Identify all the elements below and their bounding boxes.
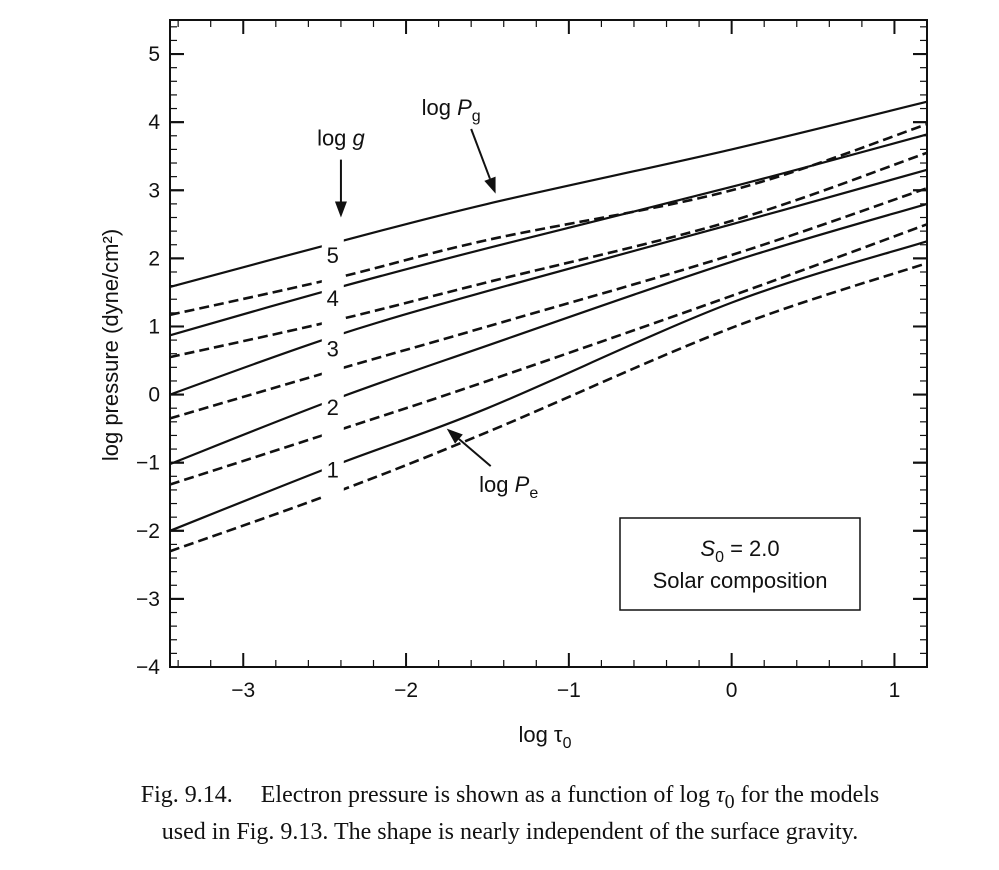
y-tick-label: 1 — [148, 315, 160, 338]
x-tick-label: 0 — [726, 679, 738, 702]
y-tick-label: −1 — [136, 452, 160, 475]
y-tick-label: 4 — [148, 111, 160, 134]
x-tick-label: 1 — [889, 679, 901, 702]
series-line-logg-2-pg — [169, 202, 928, 466]
axis-ticks — [170, 20, 928, 668]
y-tick-label: 2 — [148, 247, 160, 270]
x-tick-label: −1 — [557, 679, 581, 702]
log-pe-label: log Pe — [479, 472, 538, 502]
chart: −3 −2 −1 0 1 −4 −3 −2 −1 0 1 2 3 4 5 5 4 3 2 1 log g log … — [98, 19, 928, 752]
y-tick-label: 0 — [148, 384, 160, 407]
caption-line-2: used in Fig. 9.13. The shape is nearly i… — [161, 818, 859, 845]
curve-label-2: 2 — [327, 395, 339, 420]
caption-text-a: Electron pressure is shown as a function… — [260, 782, 716, 808]
plot-frame — [169, 19, 928, 668]
log-pe-arrow-shaft — [458, 438, 492, 467]
series-line-logg-2-pe — [169, 223, 928, 486]
log-g-arrow-head — [334, 201, 347, 218]
label-gap-band — [321, 227, 344, 511]
caption-line-1: Fig. 9.14. Electron pressure is shown as … — [40, 780, 980, 817]
curve-label-4: 4 — [327, 286, 339, 311]
log-pg-arrow-head — [484, 176, 496, 194]
curve-labels: 5 4 3 2 1 — [327, 243, 339, 483]
legend-line-2: Solar composition — [653, 568, 828, 593]
series-line-logg-1-pe — [169, 261, 928, 553]
y-tick-label: −4 — [136, 656, 160, 679]
legend-line-1: S0 = 2.0 — [700, 536, 779, 566]
annotations: log g log Pg log Pe — [317, 95, 538, 502]
x-axis-title: log τ0 — [518, 722, 571, 752]
series-line-logg-3-pe — [169, 186, 928, 420]
x-tick-label: −2 — [394, 679, 418, 702]
curve-label-3: 3 — [327, 336, 339, 361]
series-line-logg-3-pg — [169, 168, 928, 396]
y-tick-labels: −4 −3 −2 −1 0 1 2 3 4 5 — [136, 43, 160, 679]
log-g-label: log g — [317, 126, 365, 151]
y-tick-label: −3 — [136, 588, 160, 611]
log-pg-arrow-shaft — [470, 128, 491, 180]
y-tick-label: 3 — [148, 179, 160, 202]
series-line-logg-1-pg — [169, 240, 928, 532]
series-line-logg-5-pe — [169, 122, 928, 317]
label-gap — [321, 227, 344, 511]
figure-number: Fig. 9.14. — [140, 782, 233, 808]
series-line-logg-5-pg — [169, 100, 928, 289]
legend-box: S0 = 2.0 Solar composition — [619, 517, 861, 611]
series-line-logg-4-pg — [169, 133, 928, 337]
log-pg-label: log Pg — [422, 95, 481, 125]
x-tick-label: −3 — [231, 679, 255, 702]
caption-tau: τ — [716, 782, 725, 808]
series-line-logg-4-pe — [169, 151, 928, 359]
curve-label-5: 5 — [327, 243, 339, 268]
figure-caption: Fig. 9.14. Electron pressure is shown as … — [40, 780, 980, 847]
y-tick-label: 5 — [148, 43, 160, 66]
caption-tau-sub: 0 — [724, 790, 735, 813]
curve-label-1: 1 — [327, 457, 339, 482]
x-tick-labels: −3 −2 −1 0 1 — [231, 679, 900, 702]
y-axis-title: log pressure (dyne/cm²) — [98, 229, 123, 461]
y-tick-label: −2 — [136, 520, 160, 543]
caption-text-b: for the models — [734, 782, 880, 808]
log-pe-arrow-head — [446, 428, 463, 444]
series-lines — [169, 100, 928, 553]
